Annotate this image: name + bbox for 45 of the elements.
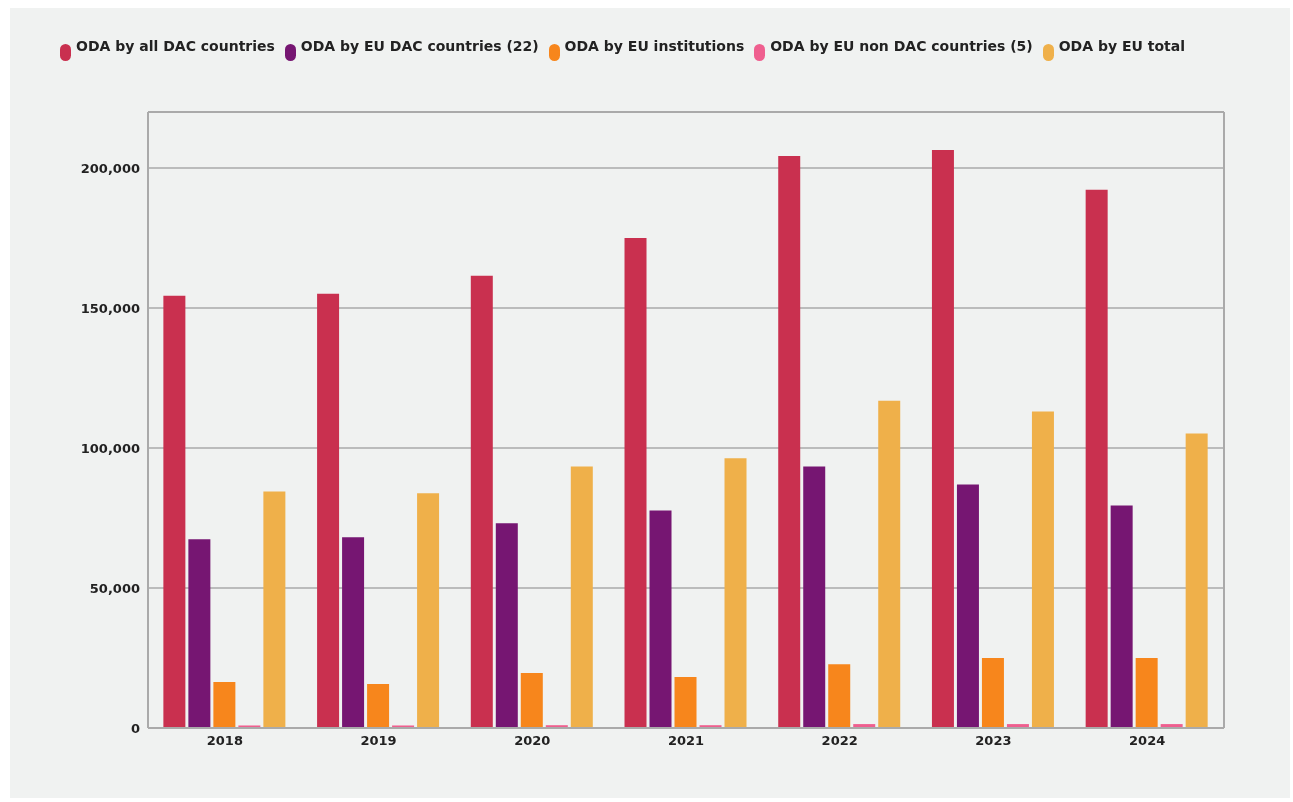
- bar: [188, 539, 211, 728]
- x-tick-label: 2021: [667, 733, 705, 749]
- bar: [649, 510, 672, 728]
- bar: [1085, 189, 1108, 728]
- bar: [342, 537, 365, 728]
- bar: [674, 677, 697, 728]
- y-tick-label: 100,000: [80, 440, 140, 456]
- bar: [317, 293, 340, 728]
- bar: [931, 150, 954, 728]
- legend-label: ODA by EU DAC countries (22): [300, 38, 539, 54]
- x-tick-label: 2022: [821, 733, 858, 749]
- legend-label: ODA by all DAC countries: [76, 38, 275, 54]
- legend-label: ODA by EU total: [1058, 38, 1185, 54]
- bar: [470, 275, 493, 728]
- bar: [724, 458, 747, 728]
- bar: [163, 295, 186, 728]
- bar: [213, 682, 236, 728]
- bar: [878, 400, 901, 728]
- legend-label: ODA by EU non DAC countries (5): [770, 38, 1033, 54]
- bar: [495, 523, 518, 728]
- bar: [624, 238, 647, 728]
- y-tick-label: 150,000: [80, 300, 140, 316]
- bar: [778, 155, 801, 728]
- bar: [520, 673, 543, 728]
- bar: [828, 664, 851, 728]
- bar: [1135, 658, 1158, 728]
- bar: [1031, 411, 1054, 728]
- x-tick-label: 2020: [514, 733, 551, 749]
- y-tick-label: 200,000: [80, 160, 140, 176]
- bar: [981, 658, 1004, 728]
- bar: [263, 491, 286, 728]
- x-tick-label: 2023: [975, 733, 1012, 749]
- bar: [803, 466, 826, 728]
- x-tick-label: 2018: [206, 733, 243, 749]
- x-tick-label: 2019: [360, 733, 397, 749]
- bar: [1185, 433, 1208, 728]
- bar: [570, 466, 593, 728]
- bar: [1110, 505, 1133, 728]
- x-tick-label: 2024: [1129, 733, 1166, 749]
- y-tick-label: 50,000: [89, 580, 140, 596]
- y-tick-label: 0: [130, 720, 140, 736]
- bar: [417, 493, 440, 728]
- legend-label: ODA by EU institutions: [564, 38, 745, 54]
- bar: [367, 684, 390, 728]
- bar: [956, 484, 979, 728]
